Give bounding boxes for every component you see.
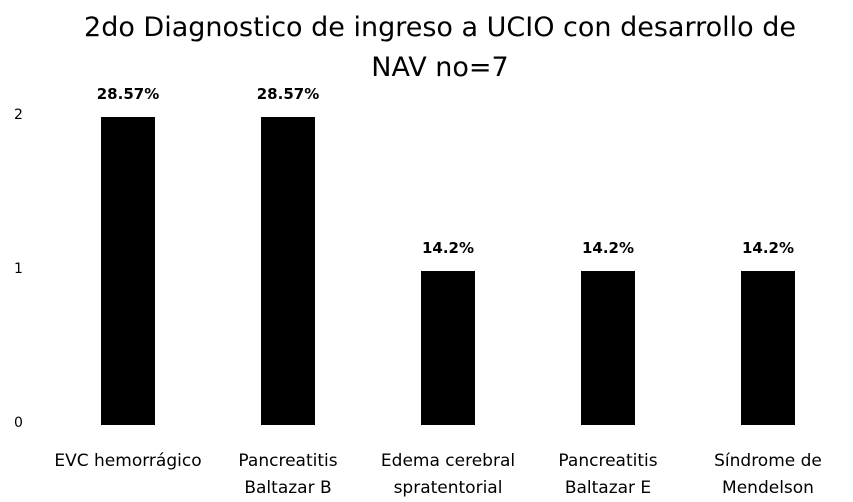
x-tick-label: EVC hemorrágico	[54, 451, 202, 471]
y-tick-label: 2	[14, 107, 23, 123]
y-tick-label: 0	[14, 415, 23, 431]
data-label: 28.57%	[256, 85, 320, 103]
y-tick-label: 1	[14, 261, 23, 277]
bar	[421, 271, 475, 425]
x-tick-label: Síndrome de Mendelson	[714, 451, 822, 498]
bar	[581, 271, 635, 425]
data-label: 14.2%	[581, 239, 635, 257]
chart-title: 2do Diagnostico de ingreso a UCIO con de…	[84, 12, 796, 83]
x-tick-label: Pancreatitis Baltazar E	[558, 451, 658, 498]
data-label: 14.2%	[421, 239, 475, 257]
data-label: 14.2%	[741, 239, 795, 257]
bar	[261, 117, 315, 425]
x-tick-label: Edema cerebral spratentorial	[380, 451, 516, 498]
data-label: 28.57%	[96, 85, 160, 103]
bar	[101, 117, 155, 425]
bar	[741, 271, 795, 425]
x-tick-label: Pancreatitis Baltazar B	[238, 451, 338, 498]
